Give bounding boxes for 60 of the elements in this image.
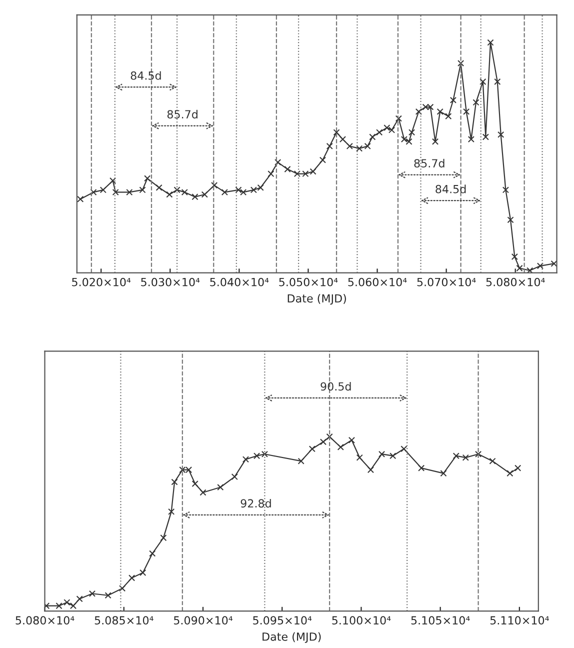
point: [320, 438, 327, 446]
point: [119, 585, 126, 592]
point: [400, 446, 408, 452]
x-tick-label: 5.085×10⁴: [94, 616, 154, 625]
point: [171, 478, 178, 486]
point: [242, 456, 250, 463]
point: [356, 454, 363, 461]
x-tick-label: 5.030×10⁴: [141, 278, 200, 286]
x-axis-title: Date (MJD): [262, 632, 321, 643]
point: [337, 444, 344, 450]
point: [128, 574, 136, 582]
point: [192, 480, 198, 488]
point: [506, 470, 514, 477]
annotation: 84.5d: [130, 71, 161, 80]
point: [200, 489, 206, 496]
point: [168, 508, 175, 515]
x-tick-label: 5.105×10⁴: [411, 616, 470, 625]
point: [348, 436, 356, 444]
point: [217, 484, 224, 491]
annotation: 84.5d: [436, 184, 466, 194]
point: [378, 450, 386, 458]
point: [440, 470, 447, 477]
point: [308, 446, 316, 452]
point: [418, 464, 425, 472]
annotation: 85.7d: [414, 158, 444, 168]
x-tick-label: 5.100×10⁴: [332, 616, 391, 625]
point: [231, 473, 238, 480]
x-tick-label: 5.070×10⁴: [417, 278, 476, 286]
point: [56, 602, 62, 610]
x-tick-label: 5.060×10⁴: [348, 278, 407, 286]
point: [160, 534, 167, 542]
x-tick-label: 5.090×10⁴: [174, 616, 232, 625]
point: [474, 450, 482, 458]
point: [489, 458, 496, 464]
point: [88, 590, 96, 597]
point: [298, 458, 304, 464]
point: [149, 550, 156, 557]
point: [70, 602, 77, 610]
x-tick-label: 5.110×10⁴: [490, 616, 549, 625]
annotation: 92.8d: [240, 498, 271, 508]
x-tick-label: 5.020×10⁴: [72, 278, 131, 286]
point: [326, 433, 333, 440]
x-tick-label: 5.040×10⁴: [210, 278, 269, 286]
point: [514, 464, 522, 472]
point: [76, 596, 83, 602]
annotation: 85.7d: [167, 110, 198, 118]
point: [462, 454, 469, 461]
point: [104, 592, 112, 599]
text: 90.5d: [320, 382, 351, 391]
x-tick-label: 5.095×10⁴: [253, 616, 312, 625]
point: [367, 466, 374, 474]
x-tick-label: 5.050×10⁴: [279, 278, 338, 286]
point: [452, 452, 460, 460]
point: [140, 569, 146, 576]
x-tick-label: 5.080×10⁴: [486, 278, 545, 286]
point: [390, 452, 396, 460]
point: [44, 602, 50, 610]
x-tick-label: 5.080×10⁴: [16, 616, 74, 625]
x-axis-title: Date (MJD): [288, 294, 346, 305]
point: [64, 599, 70, 606]
